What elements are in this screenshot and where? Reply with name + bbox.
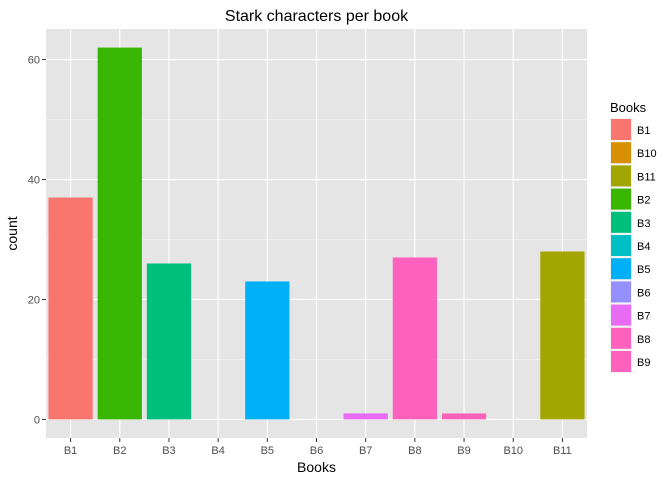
legend-title: Books (610, 100, 647, 115)
x-tick-label: B11 (553, 445, 572, 457)
legend-swatch-b10 (611, 142, 631, 164)
legend-label-b7: B7 (637, 311, 650, 323)
x-tick-label: B7 (359, 445, 372, 457)
x-tick-label: B6 (310, 445, 323, 457)
legend-label-b8: B8 (637, 334, 650, 346)
chart-title: Stark characters per book (225, 8, 409, 25)
bar-b9 (441, 413, 487, 420)
bar-b11 (540, 251, 585, 420)
y-axis-ticks: 0 20 40 60 (28, 55, 46, 426)
legend-swatch-b5 (611, 258, 631, 280)
legend-swatch-b1 (611, 119, 631, 140)
x-tick-label: B9 (457, 445, 470, 457)
y-tick-label: 60 (28, 55, 40, 67)
legend: Books B1 B10 B11 B2 B3 B4 B5 B6 B7 B8 B9 (610, 100, 657, 373)
legend-label-b4: B4 (637, 241, 650, 253)
y-tick-label: 40 (28, 175, 40, 187)
legend-swatch-b9 (611, 351, 631, 372)
legend-label-b2: B2 (637, 195, 650, 207)
legend-swatch-b8 (611, 327, 631, 349)
legend-swatch-b6 (611, 281, 631, 303)
legend-swatch-b7 (611, 304, 631, 326)
x-tick-label: B10 (503, 445, 523, 457)
legend-swatch-b2 (611, 188, 631, 210)
legend-label-b3: B3 (637, 218, 650, 230)
legend-swatch-b11 (611, 165, 631, 187)
x-tick-label: B4 (211, 445, 224, 457)
x-tick-label: B1 (64, 445, 77, 457)
y-tick-label: 0 (34, 414, 40, 426)
bars (48, 47, 585, 420)
x-tick-label: B5 (261, 445, 274, 457)
bar-b8 (392, 257, 437, 420)
y-axis-title: count (4, 216, 20, 250)
bar-b2 (97, 47, 142, 420)
bar-b7 (343, 413, 388, 420)
legend-label-b1: B1 (637, 125, 650, 137)
legend-swatch-b4 (611, 235, 631, 256)
legend-swatch-b3 (611, 211, 631, 233)
legend-label-b5: B5 (637, 264, 650, 276)
x-tick-label: B8 (408, 445, 421, 457)
x-axis-ticks: B1 B2 B3 B4 B5 B6 B7 B8 B9 B10 B11 (64, 438, 572, 457)
x-tick-label: B3 (162, 445, 175, 457)
legend-items: B1 B10 B11 B2 B3 B4 B5 B6 B7 B8 B9 (610, 118, 657, 373)
legend-label-b10: B10 (637, 148, 657, 160)
legend-label-b9: B9 (637, 357, 650, 369)
bar-b1 (48, 197, 93, 420)
x-tick-label: B2 (113, 445, 126, 457)
y-tick-label: 20 (28, 294, 40, 306)
legend-label-b11: B11 (637, 171, 656, 183)
legend-label-b6: B6 (637, 287, 650, 299)
x-axis-title: Books (297, 459, 336, 475)
bar-b3 (146, 263, 192, 420)
bar-b5 (245, 281, 290, 420)
